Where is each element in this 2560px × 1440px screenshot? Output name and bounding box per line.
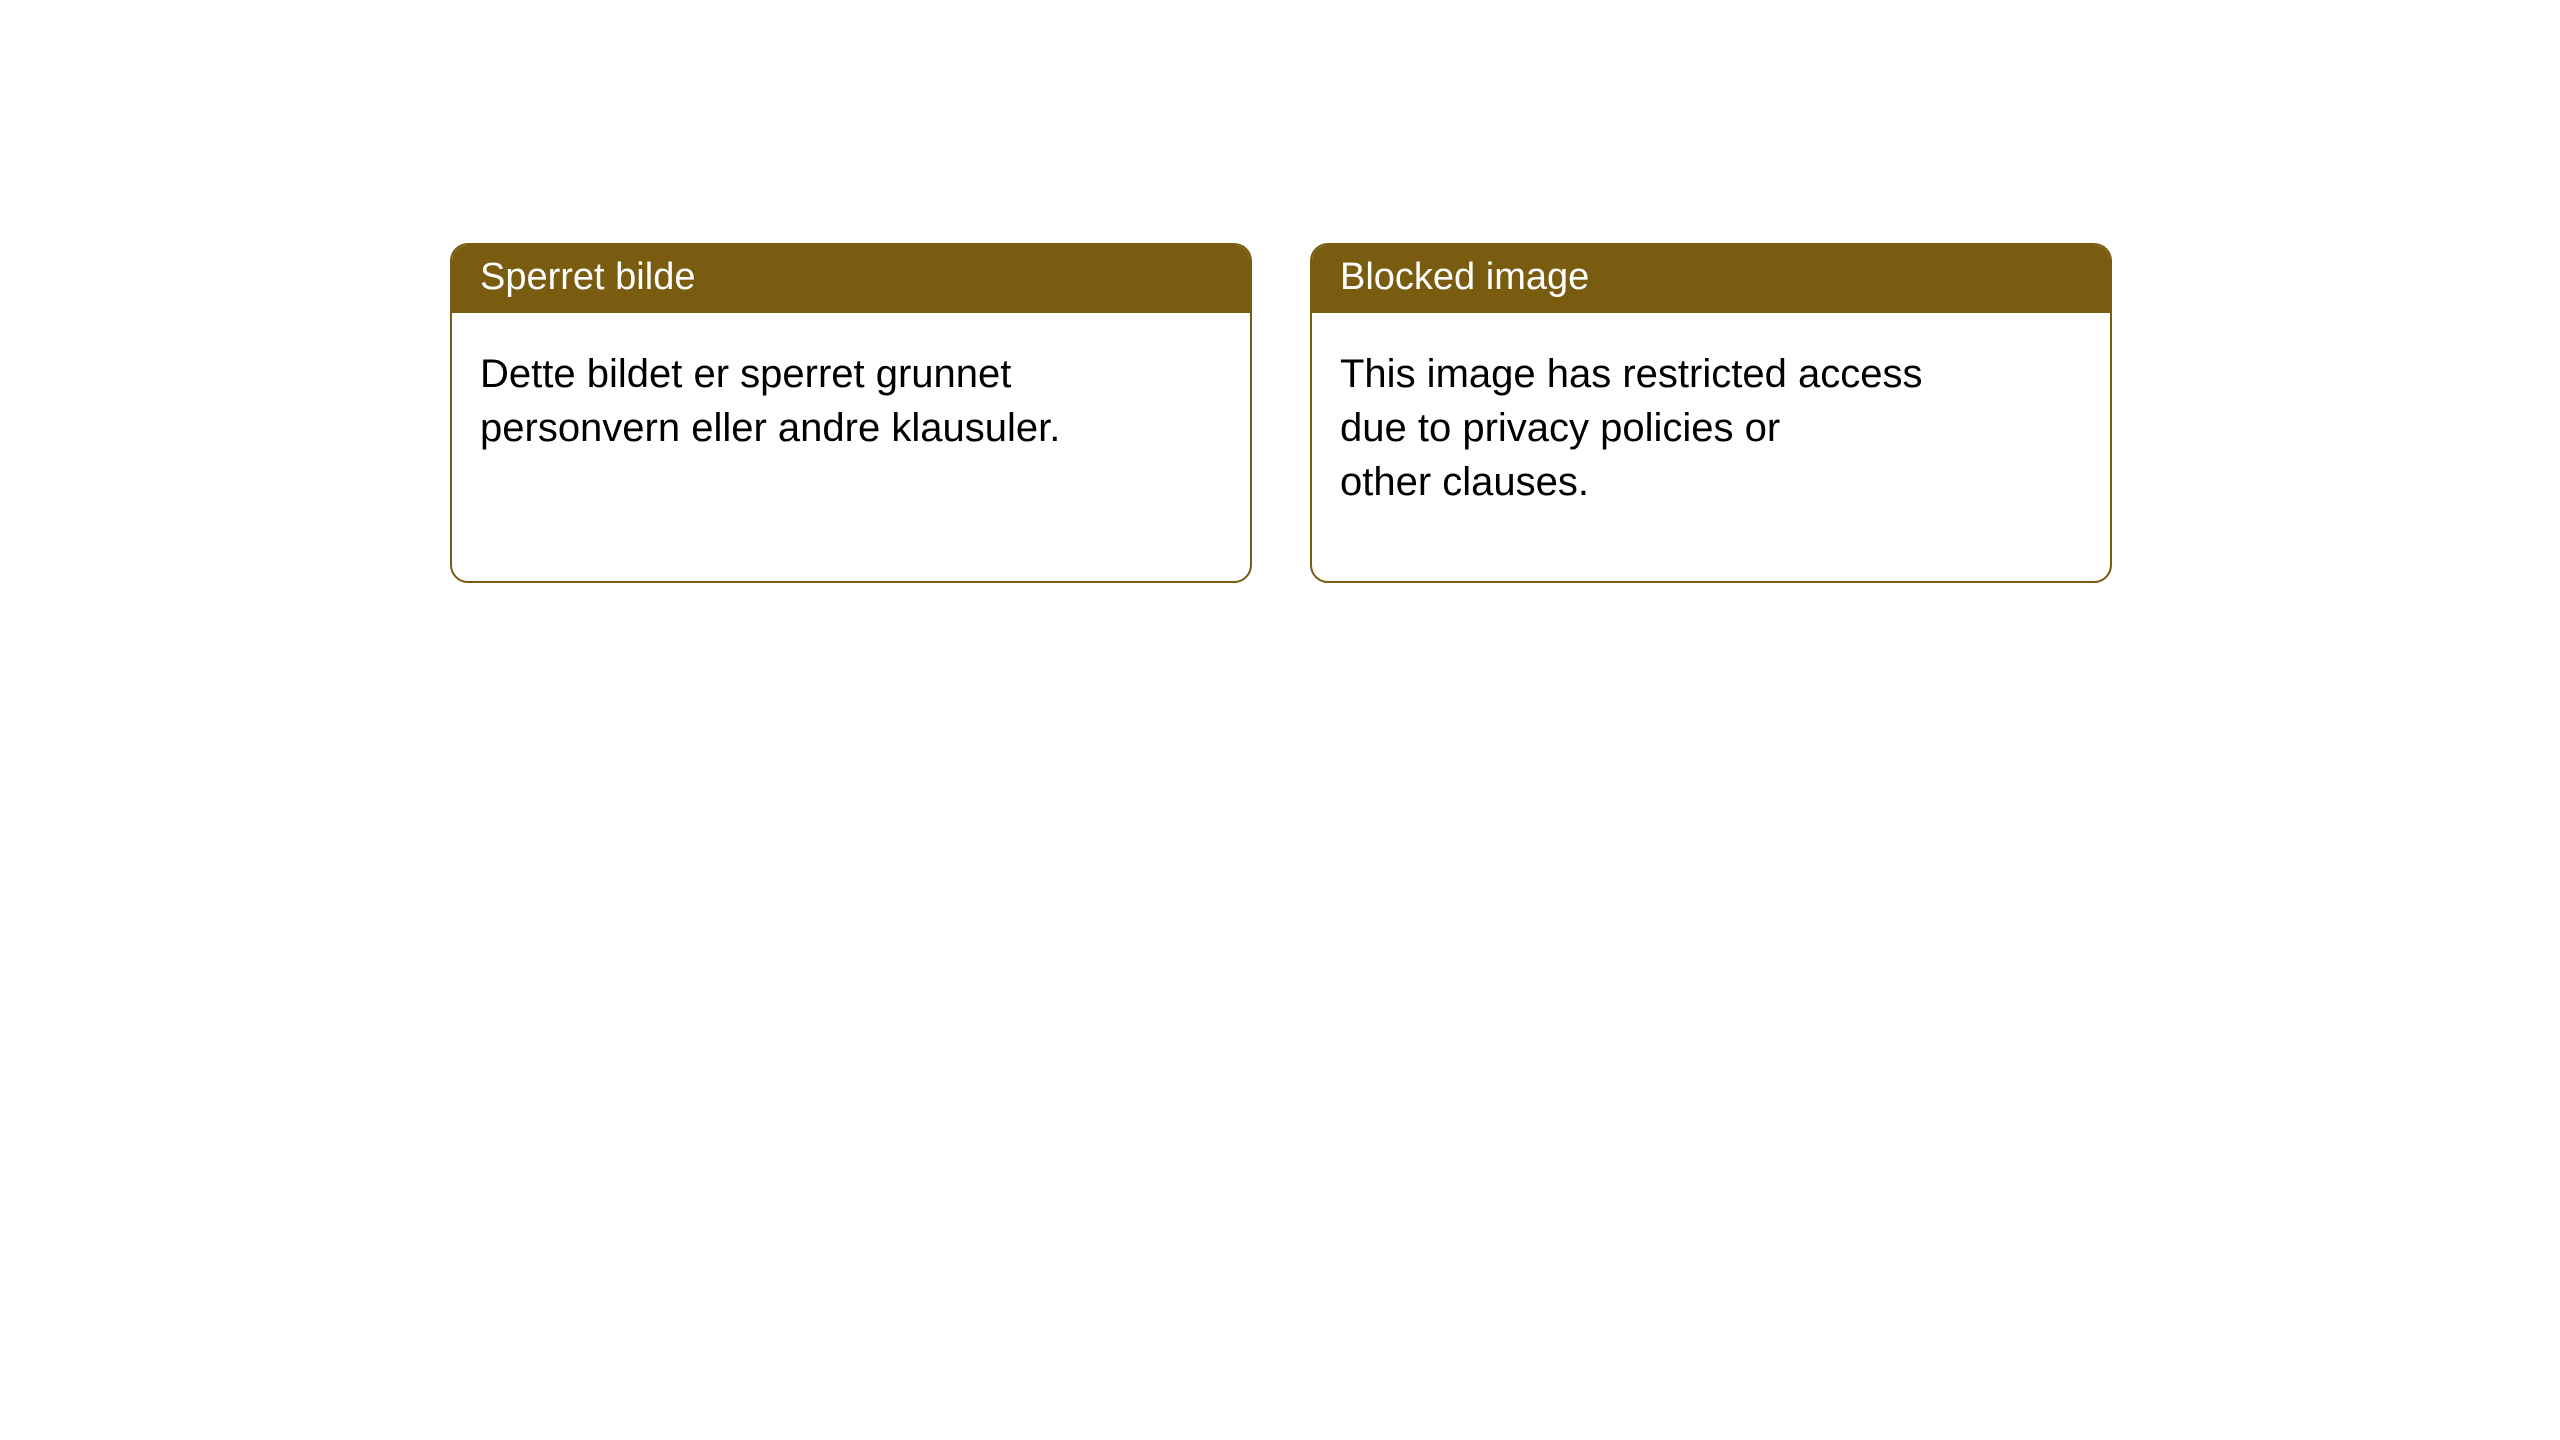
notice-container: Sperret bilde Dette bildet er sperret gr… (0, 0, 2560, 583)
notice-card-norwegian: Sperret bilde Dette bildet er sperret gr… (450, 243, 1252, 583)
notice-body-norwegian: Dette bildet er sperret grunnet personve… (452, 313, 1250, 581)
notice-card-english: Blocked image This image has restricted … (1310, 243, 2112, 583)
notice-title-english: Blocked image (1312, 245, 2110, 313)
notice-title-norwegian: Sperret bilde (452, 245, 1250, 313)
notice-body-english: This image has restricted access due to … (1312, 313, 2110, 581)
